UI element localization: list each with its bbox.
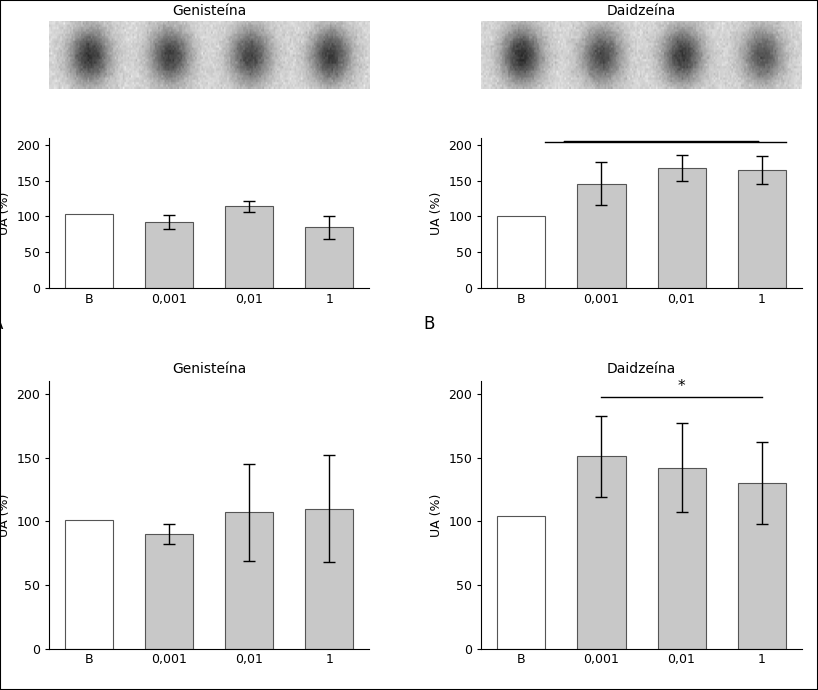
Title: Daidzeína: Daidzeína	[607, 4, 676, 18]
Bar	[738, 170, 785, 288]
Bar	[497, 516, 546, 649]
Bar	[65, 520, 113, 649]
Text: A: A	[0, 315, 2, 333]
Bar	[305, 509, 353, 649]
Bar	[578, 184, 626, 288]
Y-axis label: UA (%): UA (%)	[430, 191, 443, 235]
Text: B: B	[424, 315, 435, 333]
Y-axis label: UA (%): UA (%)	[430, 493, 443, 537]
Bar	[145, 222, 193, 288]
Bar	[738, 483, 785, 649]
Y-axis label: UA (%): UA (%)	[0, 191, 11, 235]
Title: Genisteína: Genisteína	[172, 362, 246, 376]
Bar	[578, 457, 626, 649]
Bar	[225, 513, 273, 649]
Y-axis label: UA (%): UA (%)	[0, 493, 11, 537]
Bar	[145, 534, 193, 649]
Bar	[305, 227, 353, 288]
Bar	[658, 468, 706, 649]
Text: *: *	[678, 379, 685, 394]
Bar	[658, 168, 706, 288]
Bar	[65, 215, 113, 288]
Bar	[225, 206, 273, 288]
Title: Daidzeína: Daidzeína	[607, 362, 676, 376]
Bar	[497, 217, 546, 288]
Title: Genisteína: Genisteína	[172, 4, 246, 18]
